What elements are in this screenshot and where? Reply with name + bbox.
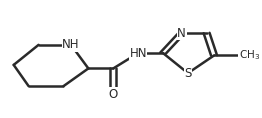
Text: O: O xyxy=(109,88,118,101)
Text: S: S xyxy=(184,67,192,80)
Text: NH: NH xyxy=(62,38,80,51)
Text: HN: HN xyxy=(129,47,147,60)
Text: CH$_3$: CH$_3$ xyxy=(239,49,260,62)
Text: N: N xyxy=(177,27,186,40)
